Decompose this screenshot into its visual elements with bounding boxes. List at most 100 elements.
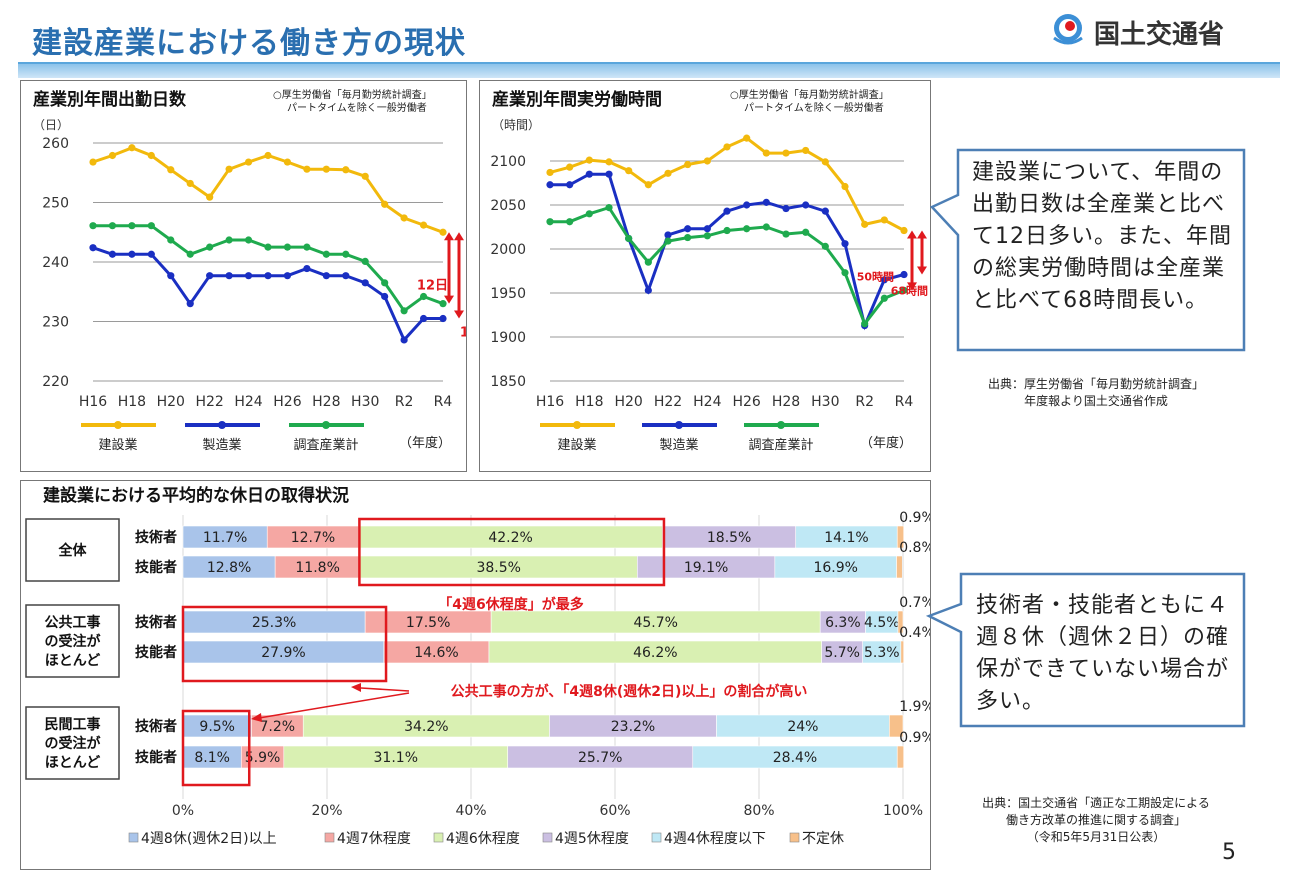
data-point [264, 272, 272, 280]
data-label: 0.9% [899, 510, 930, 526]
x-tick-label: H26 [273, 394, 301, 410]
data-point [821, 207, 829, 215]
data-label: 14.1% [824, 530, 868, 546]
data-point [244, 236, 253, 244]
data-point [322, 250, 330, 258]
data-point [841, 182, 849, 191]
row-label: 技術者 [135, 529, 177, 546]
data-point [841, 240, 849, 248]
data-point [625, 234, 633, 243]
data-point [167, 236, 175, 244]
diff-label-all: 50時間 [857, 269, 894, 283]
y-tick-label: 250 [42, 196, 69, 212]
diff-label-all: 12日 [417, 279, 448, 294]
bar-segment [897, 610, 904, 634]
annotation-public: 公共工事の方が、「4週8休(週休2日)以上」の割合が高い [451, 683, 808, 700]
row-label: 技能者 [135, 644, 177, 661]
data-point [147, 222, 155, 230]
data-point [108, 151, 117, 160]
data-point [664, 231, 672, 239]
data-point [703, 225, 711, 233]
data-point [264, 243, 272, 251]
data-point [419, 314, 428, 323]
data-label: 24% [787, 719, 818, 735]
legend-marker [573, 421, 581, 429]
legend-label: 建設業 [557, 437, 596, 453]
data-point [89, 222, 97, 230]
data-point [605, 170, 613, 178]
data-point [322, 272, 330, 280]
y-tick-label: 230 [42, 315, 69, 331]
source-bottom-line2: 働き方改革の推進に関する調査」 [1005, 813, 1186, 827]
data-point [821, 242, 829, 250]
x-tick-label: H30 [811, 394, 839, 410]
legend-label: 調査産業計 [748, 437, 813, 453]
row-label: 技能者 [135, 559, 177, 576]
group-label: 民間工事 [45, 716, 101, 733]
data-point [841, 269, 849, 277]
data-label: 8.1% [194, 750, 230, 766]
data-label: 34.2% [404, 719, 448, 735]
data-point [167, 272, 175, 280]
data-point [89, 244, 97, 252]
source-bottom-line1: 出典：国土交通省「適正な工期設定による [982, 796, 1210, 810]
page-title: 建設産業における働き方の現状 [32, 26, 466, 61]
group-label-box [25, 604, 120, 678]
data-point [703, 232, 711, 240]
data-point [439, 228, 447, 236]
legend-label: 4週6休程度 [446, 831, 520, 847]
data-point [108, 250, 117, 258]
y-tick-label: 2100 [490, 154, 526, 170]
data-point [400, 336, 408, 344]
legend-label: 4週4休程度以下 [664, 831, 766, 847]
data-point [439, 300, 447, 308]
data-point [900, 226, 908, 235]
legend-swatch [324, 832, 335, 843]
chart-title: 産業別年間実労働時間 [492, 89, 662, 110]
data-label: 9.5% [199, 719, 235, 735]
data-point [225, 236, 233, 244]
chart-panel-hours: 産業別年間実労働時間 ○厚生労働省「毎月勤労統計調査」 パートタイムを除く一般労働者… [479, 80, 931, 472]
mlit-emblem-icon [1053, 14, 1083, 45]
data-point [108, 222, 117, 230]
annotation-arrow-public [360, 687, 410, 692]
x-tick-label: H22 [195, 394, 223, 410]
data-point [322, 165, 330, 173]
source-bottom-line3: （令和5年5月31日公表） [1026, 830, 1166, 844]
data-point [206, 193, 214, 201]
data-point [439, 314, 447, 323]
data-label: 19.1% [684, 560, 728, 576]
data-label: 25.7% [578, 750, 622, 766]
data-point [342, 272, 350, 280]
callout-top: 建設業について、年間の出勤日数は全産業と比べて12日多い。また、年間の総実労働時… [972, 160, 1232, 313]
data-label: 6.3% [825, 615, 861, 631]
diff-arrow-mfg-head-top [917, 230, 927, 239]
chart-source-note-line2: パートタイムを除く一般労働者 [744, 101, 884, 114]
data-point [900, 270, 908, 279]
data-point [802, 201, 810, 209]
data-point [782, 204, 790, 213]
title-rule [18, 62, 1280, 64]
bar-segment [900, 640, 905, 664]
data-point [762, 198, 770, 206]
group-label: ほとんど [45, 653, 101, 669]
data-point [861, 220, 869, 228]
bar-segment [896, 745, 905, 769]
highlight-box-6day [358, 517, 666, 587]
x-tick-label: H28 [772, 394, 800, 410]
data-point [303, 165, 311, 173]
legend-label: 製造業 [202, 437, 241, 453]
data-point [186, 250, 194, 258]
chart-title: 建設業における平均的な休日の取得状況 [43, 485, 349, 506]
y-axis-unit-label: （日） [33, 118, 69, 132]
data-point [743, 134, 751, 142]
diff-label-mfg: 14日 [460, 326, 466, 341]
bar-segment [896, 525, 905, 549]
data-point [802, 228, 810, 236]
data-point [89, 158, 97, 166]
data-point [782, 149, 790, 157]
diff-arrow-mfg-head-bottom [917, 266, 927, 275]
data-label: 12.7% [291, 530, 335, 546]
diff-arrow-all-head-top [907, 230, 917, 239]
series-line-0 [549, 136, 905, 232]
